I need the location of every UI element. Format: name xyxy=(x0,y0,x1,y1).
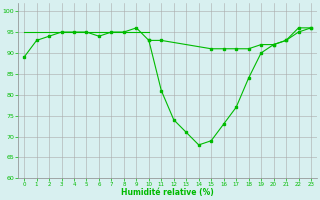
X-axis label: Humidité relative (%): Humidité relative (%) xyxy=(121,188,214,197)
